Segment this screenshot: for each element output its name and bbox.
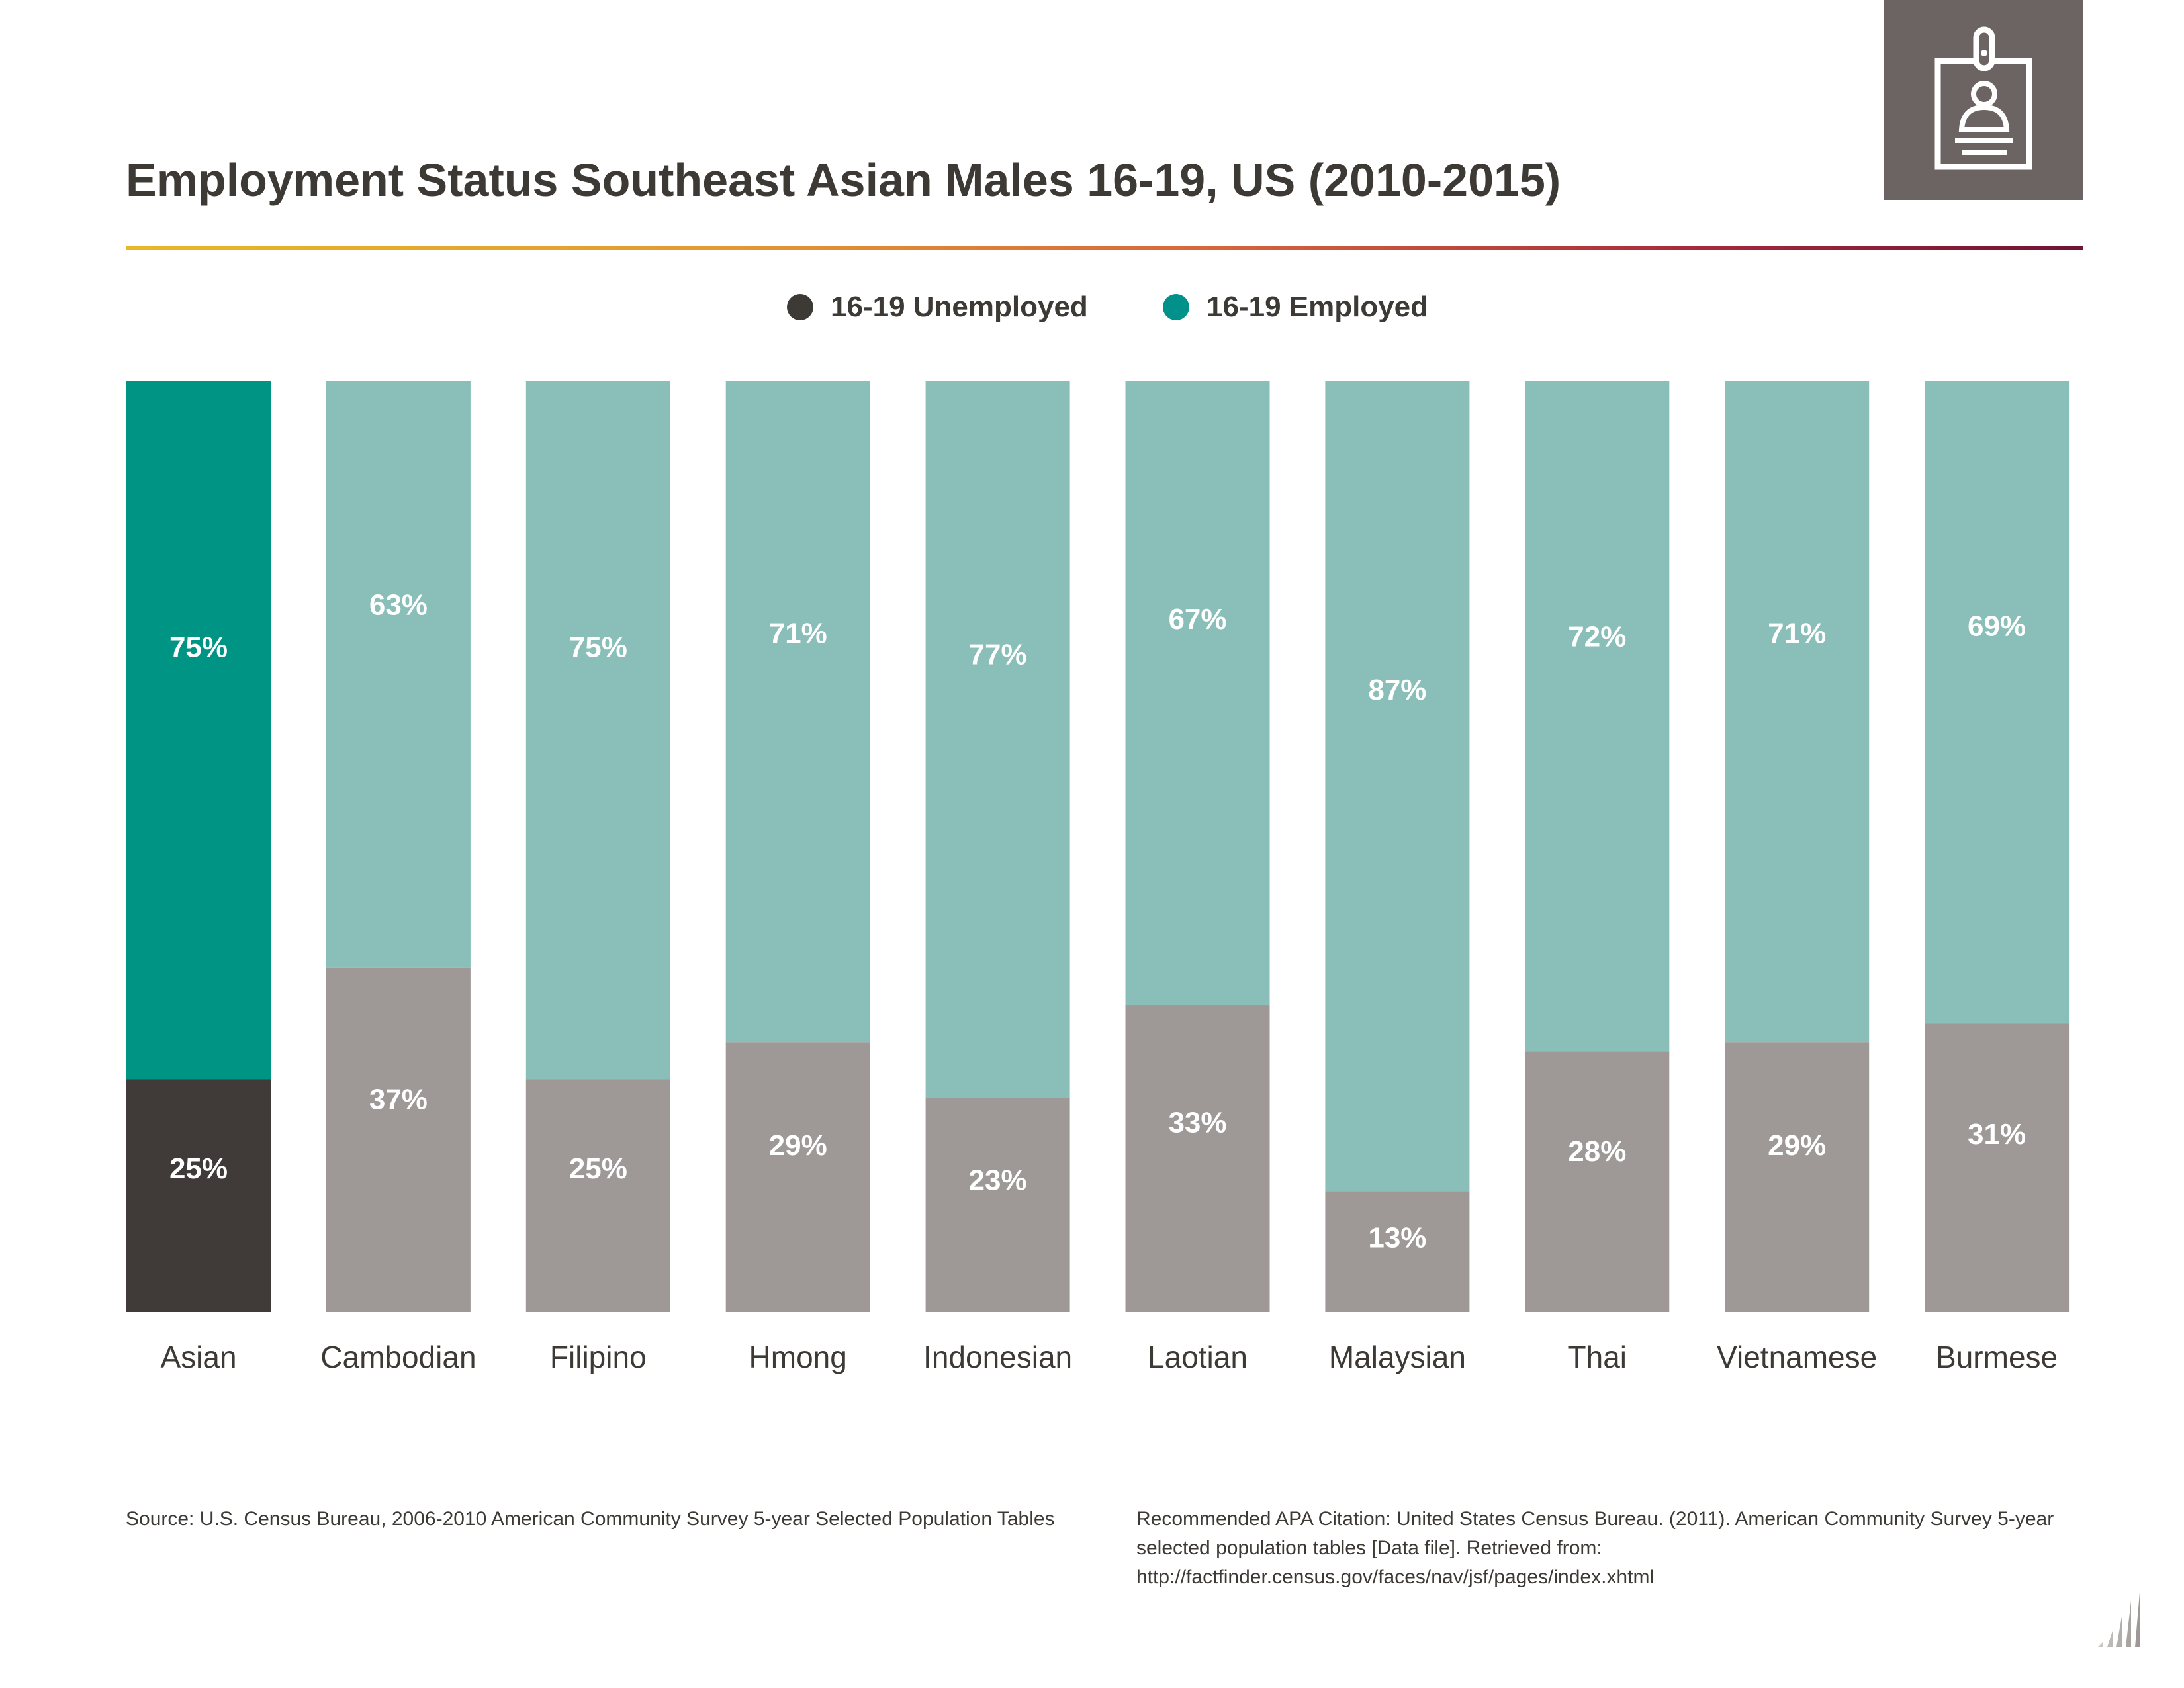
category-label-indonesian: Indonesian	[923, 1340, 1072, 1374]
bar-group-asian: 75% 25% Asian	[126, 381, 271, 1374]
bar-unemployed-filipino	[525, 1079, 670, 1312]
data-label-employed-filipino: 75%	[569, 632, 627, 664]
data-label-employed-malaysian: 87%	[1368, 674, 1426, 706]
data-label-unemployed-malaysian: 13%	[1368, 1222, 1426, 1254]
bar-employed-hmong	[725, 381, 870, 1043]
category-label-cambodian: Cambodian	[320, 1340, 476, 1374]
bar-employed-thai	[1525, 381, 1670, 1052]
data-label-employed-thai: 72%	[1568, 621, 1626, 653]
category-label-malaysian: Malaysian	[1329, 1340, 1466, 1374]
data-label-employed-asian: 75%	[169, 632, 228, 664]
citation-note: Recommended APA Citation: United States …	[1136, 1508, 2054, 1588]
bar-group-malaysian: 87% 13% Malaysian	[1325, 381, 1470, 1374]
data-label-unemployed-vietnamese: 29%	[1768, 1129, 1826, 1162]
data-label-unemployed-laotian: 33%	[1168, 1106, 1226, 1139]
bar-group-hmong: 71% 29% Hmong	[725, 381, 870, 1374]
legend: 16-19 Unemployed 16-19 Employed	[0, 287, 2184, 327]
bar-group-indonesian: 77% 23% Indonesian	[923, 381, 1072, 1374]
bar-unemployed-indonesian	[925, 1098, 1070, 1312]
bar-unemployed-burmese	[1925, 1023, 2070, 1312]
category-label-vietnamese: Vietnamese	[1717, 1340, 1877, 1374]
legend-swatch-unemployed	[787, 294, 813, 320]
bar-employed-burmese	[1925, 381, 2070, 1024]
bar-employed-cambodian	[326, 381, 471, 968]
data-label-unemployed-filipino: 25%	[569, 1152, 627, 1185]
bar-group-burmese: 69% 31% Burmese	[1925, 381, 2070, 1374]
bar-unemployed-vietnamese	[1725, 1042, 1870, 1312]
bar-employed-laotian	[1125, 381, 1270, 1006]
bar-unemployed-hmong	[725, 1042, 870, 1312]
brand-bars-icon	[2098, 1585, 2140, 1647]
bar-employed-filipino	[525, 381, 670, 1080]
chart-title: Employment Status Southeast Asian Males …	[126, 154, 1561, 206]
bar-group-cambodian: 63% 37% Cambodian	[320, 381, 477, 1374]
stacked-bar-chart: 75% 25% Asian 63% 37% Cambodian 75% 25% Filipino…	[126, 381, 2070, 1374]
data-label-unemployed-thai: 28%	[1568, 1135, 1626, 1168]
legend-swatch-employed	[1163, 294, 1189, 320]
bar-unemployed-laotian	[1125, 1005, 1270, 1312]
icon-box	[1884, 0, 2083, 200]
category-label-laotian: Laotian	[1148, 1340, 1248, 1374]
bar-employed-indonesian	[925, 381, 1070, 1098]
category-label-asian: Asian	[160, 1340, 236, 1374]
bar-group-vietnamese: 71% 29% Vietnamese	[1717, 381, 1877, 1374]
category-label-hmong: Hmong	[749, 1340, 847, 1374]
bar-employed-vietnamese	[1725, 381, 1870, 1043]
legend-label-employed: 16-19 Employed	[1206, 291, 1429, 323]
legend-item-employed: 16-19 Employed	[1163, 287, 1428, 327]
data-label-employed-indonesian: 77%	[969, 638, 1027, 671]
category-label-filipino: Filipino	[550, 1340, 647, 1374]
data-label-employed-laotian: 67%	[1168, 603, 1226, 635]
data-label-unemployed-burmese: 31%	[1968, 1118, 2026, 1150]
bar-group-filipino: 75% 25% Filipino	[525, 381, 670, 1374]
bar-group-thai: 72% 28% Thai	[1525, 381, 1670, 1374]
data-label-unemployed-indonesian: 23%	[969, 1164, 1027, 1197]
data-label-employed-cambodian: 63%	[369, 589, 428, 622]
data-label-unemployed-hmong: 29%	[769, 1129, 827, 1162]
data-label-employed-vietnamese: 71%	[1768, 617, 1826, 649]
category-label-thai: Thai	[1568, 1340, 1627, 1374]
bar-unemployed-malaysian	[1325, 1191, 1470, 1312]
bar-employed-asian	[126, 381, 271, 1080]
bar-unemployed-thai	[1525, 1051, 1670, 1312]
data-label-unemployed-cambodian: 37%	[369, 1083, 428, 1115]
data-label-unemployed-asian: 25%	[169, 1152, 228, 1185]
bar-unemployed-cambodian	[326, 967, 471, 1312]
data-label-employed-hmong: 71%	[769, 617, 827, 649]
bar-employed-malaysian	[1325, 381, 1470, 1192]
title-divider	[126, 246, 2083, 250]
category-label-burmese: Burmese	[1936, 1340, 2058, 1374]
id-badge-icon	[1934, 26, 2032, 170]
source-note: Source: U.S. Census Bureau, 2006-2010 Am…	[126, 1508, 1055, 1530]
data-label-employed-burmese: 69%	[1968, 610, 2026, 643]
legend-label-unemployed: 16-19 Unemployed	[831, 291, 1088, 323]
legend-item-unemployed: 16-19 Unemployed	[787, 287, 1088, 327]
bar-unemployed-asian	[126, 1079, 271, 1312]
bar-group-laotian: 67% 33% Laotian	[1125, 381, 1270, 1374]
